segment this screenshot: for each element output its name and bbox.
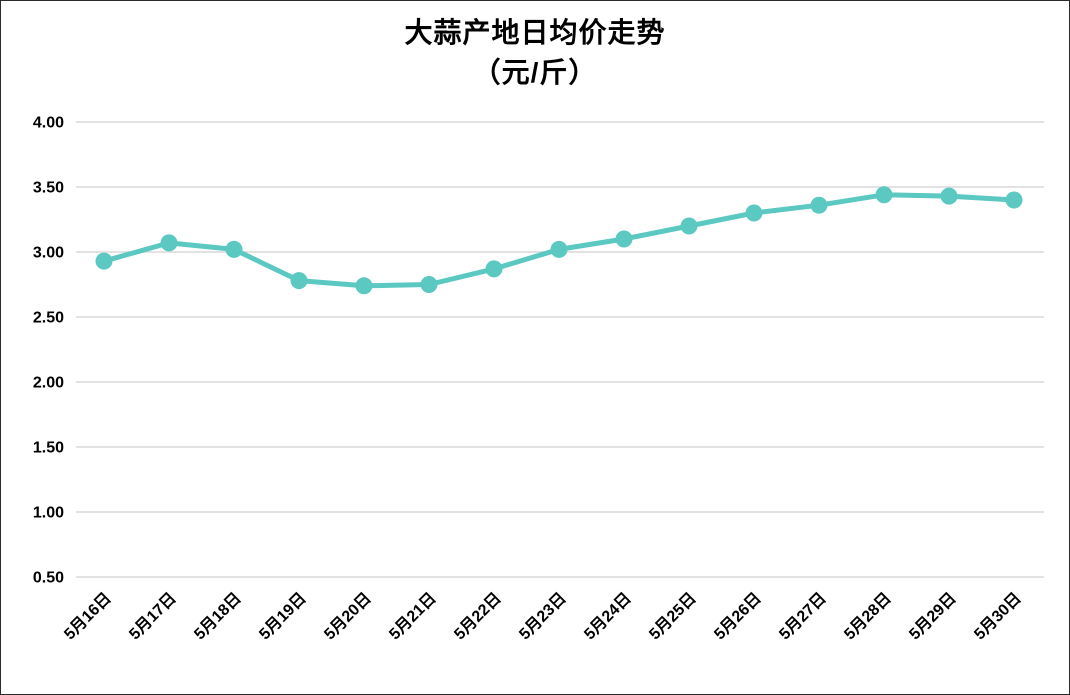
data-point-marker	[615, 230, 633, 248]
data-point-marker	[680, 217, 698, 235]
x-axis-tick-label: 5月30日	[971, 589, 1025, 643]
x-axis-tick-label: 5月22日	[451, 589, 505, 643]
data-point-marker	[875, 186, 893, 204]
data-point-marker	[745, 204, 763, 222]
data-point-marker	[810, 196, 828, 214]
x-axis-tick-label: 5月25日	[646, 589, 700, 643]
data-point-marker	[1005, 191, 1023, 209]
y-axis-tick-label: 3.00	[33, 245, 64, 262]
data-point-marker	[550, 240, 568, 258]
x-axis-tick-label: 5月21日	[386, 589, 440, 643]
data-point-marker	[95, 252, 113, 270]
x-axis-tick-label: 5月19日	[256, 589, 310, 643]
x-axis-tick-label: 5月20日	[321, 589, 375, 643]
y-axis-tick-label: 2.50	[33, 310, 64, 327]
data-point-marker	[290, 272, 308, 290]
data-point-marker	[420, 276, 438, 293]
data-point-marker	[160, 234, 178, 252]
x-axis-tick-label: 5月27日	[776, 589, 830, 643]
y-axis-tick-label: 1.00	[33, 505, 64, 522]
x-axis-tick-label: 5月18日	[191, 589, 245, 643]
data-point-marker	[940, 187, 958, 205]
y-axis-tick-label: 4.00	[33, 115, 64, 132]
x-axis-tick-label: 5月23日	[516, 589, 570, 643]
y-axis-tick-label: 3.50	[33, 180, 64, 197]
y-axis-tick-label: 2.00	[33, 375, 64, 392]
x-axis-tick-label: 5月24日	[581, 589, 635, 643]
x-axis-tick-label: 5月29日	[906, 589, 960, 643]
y-axis-tick-label: 0.50	[33, 570, 64, 587]
data-point-marker	[225, 240, 243, 258]
x-axis-tick-label: 5月17日	[126, 589, 180, 643]
price-line	[101, 192, 1017, 289]
data-point-marker	[485, 260, 503, 278]
chart-title-block: 大蒜产地日均价走势 （元/斤）	[1, 13, 1069, 93]
x-axis-tick-label: 5月28日	[841, 589, 895, 643]
chart-title: 大蒜产地日均价走势	[404, 17, 666, 48]
x-axis-tick-label: 5月16日	[61, 589, 115, 643]
chart-subtitle: （元/斤）	[472, 57, 598, 88]
data-point-marker	[355, 277, 373, 295]
x-axis-tick-label: 5月26日	[711, 589, 765, 643]
y-axis-tick-label: 1.50	[33, 440, 64, 457]
